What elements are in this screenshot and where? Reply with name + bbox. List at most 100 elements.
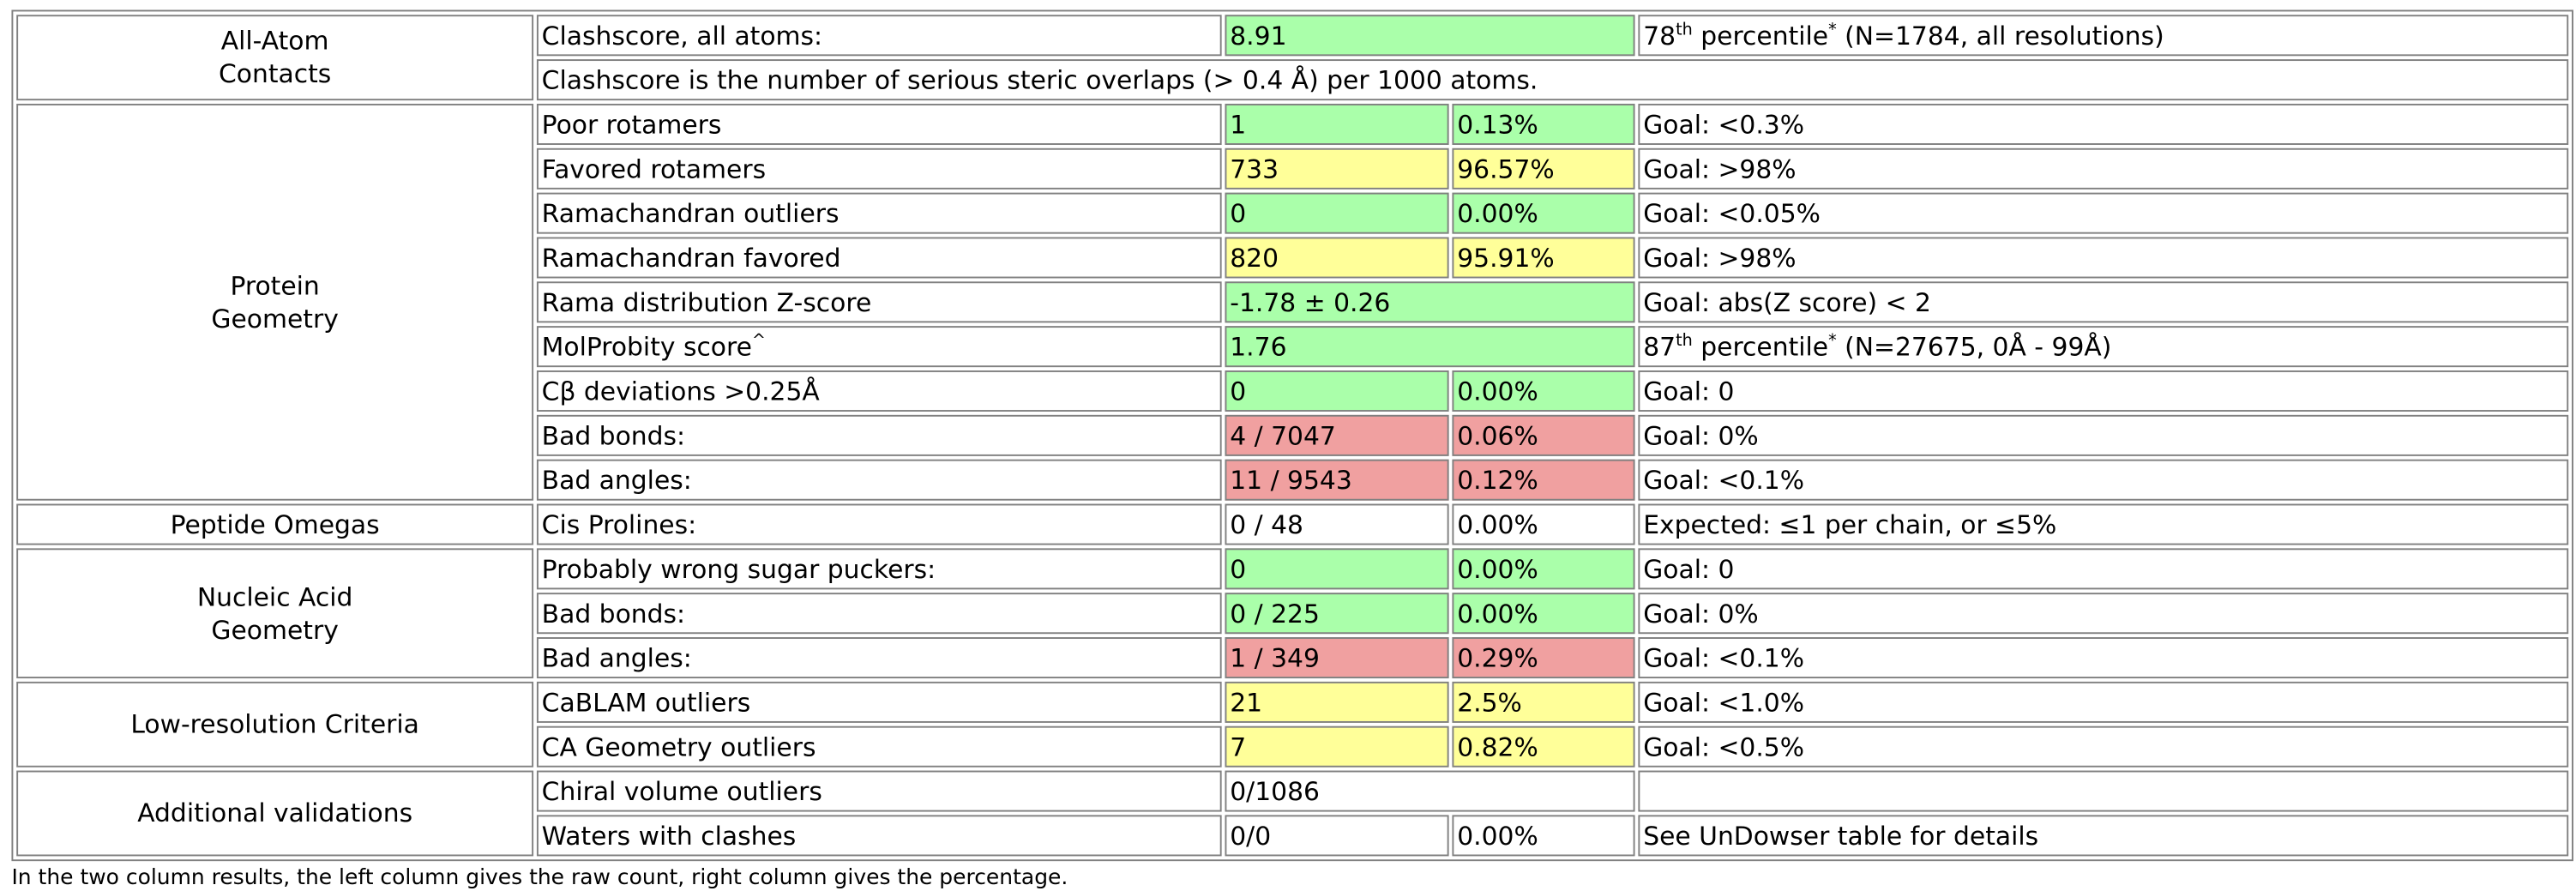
percent-cell: 2.5% [1452, 681, 1635, 723]
row-label: Ramachandran outliers [536, 192, 1222, 234]
goal-cell [1638, 770, 2569, 812]
footnote-star: * [1828, 331, 1837, 350]
row-label: MolProbity score^ [536, 326, 1222, 368]
count-cell: 733 [1225, 147, 1449, 190]
goal-cell: Goal: 0% [1638, 593, 2569, 635]
table-row: Bad bonds: 0 / 225 0.00% Goal: 0% [16, 593, 2569, 635]
count-cell: 1 / 349 [1225, 637, 1449, 679]
row-label: Bad bonds: [536, 414, 1222, 456]
table-row: MolProbity score^ 1.76 87th percentile* … [16, 326, 2569, 368]
table-row: Ramachandran favored 820 95.91% Goal: >9… [16, 237, 2569, 279]
clashscore-note: Clashscore is the number of serious ster… [536, 59, 2569, 101]
molprobity-value: 1.76 [1225, 326, 1635, 368]
count-cell: 820 [1225, 237, 1449, 279]
row-label: Ramachandran favored [536, 237, 1222, 279]
count-cell: 11 / 9543 [1225, 459, 1449, 501]
percent-cell: 0.13% [1452, 103, 1635, 145]
category-additional-validations: Additional validations [16, 770, 534, 857]
table-row: Clashscore is the number of serious ster… [16, 59, 2569, 101]
percentile-detail: (N=27675, 0Å - 99Å) [1836, 331, 2112, 362]
table-row: All-Atom Contacts Clashscore, all atoms:… [16, 15, 2569, 101]
chiral-value: 0/1086 [1225, 770, 1635, 812]
percent-cell: 0.00% [1452, 192, 1635, 234]
category-line: Nucleic Acid [196, 581, 353, 612]
row-label: Chiral volume outliers [536, 770, 1222, 812]
molprobity-label: MolProbity score [541, 331, 752, 362]
count-cell: 4 / 7047 [1225, 414, 1449, 456]
table-row: Cβ deviations >0.25Å 0 0.00% Goal: 0 [16, 370, 2569, 412]
count-cell: 0 / 48 [1225, 503, 1449, 545]
goal-cell: Goal: 0 [1638, 370, 2569, 412]
category-nucleic-acid-geometry: Nucleic Acid Geometry [16, 548, 534, 679]
percentile-detail: (N=1784, all resolutions) [1836, 21, 2164, 51]
count-cell: 0/0 [1225, 815, 1449, 857]
row-label: Bad angles: [536, 637, 1222, 679]
count-cell: 0 [1225, 192, 1449, 234]
percentile-number: 78 [1643, 21, 1676, 51]
count-cell: 21 [1225, 681, 1449, 723]
category-line: All-Atom [220, 26, 329, 57]
percent-cell: 0.00% [1452, 503, 1635, 545]
table-row: CA Geometry outliers 7 0.82% Goal: <0.5% [16, 725, 2569, 768]
goal-cell: See UnDowser table for details [1638, 815, 2569, 857]
percent-cell: 0.82% [1452, 725, 1635, 768]
percent-cell: 0.00% [1452, 370, 1635, 412]
table-row: Bad angles: 1 / 349 0.29% Goal: <0.1% [16, 637, 2569, 679]
footnote-caret: ^ [751, 331, 767, 350]
molprobity-percentile: 87th percentile* (N=27675, 0Å - 99Å) [1638, 326, 2569, 368]
percent-cell: 0.12% [1452, 459, 1635, 501]
goal-cell: Goal: >98% [1638, 237, 2569, 279]
table-row: Waters with clashes 0/0 0.00% See UnDows… [16, 815, 2569, 857]
goal-cell: Goal: <1.0% [1638, 681, 2569, 723]
table-row: Bad bonds: 4 / 7047 0.06% Goal: 0% [16, 414, 2569, 456]
goal-cell: Expected: ≤1 per chain, or ≤5% [1638, 503, 2569, 545]
goal-cell: Goal: 0 [1638, 548, 2569, 590]
category-line: Geometry [211, 615, 339, 645]
table-row: Rama distribution Z-score -1.78 ± 0.26 G… [16, 281, 2569, 323]
row-label: CaBLAM outliers [536, 681, 1222, 723]
ordinal-suffix: th [1676, 331, 1693, 350]
category-low-resolution-criteria: Low-resolution Criteria [16, 681, 534, 768]
row-label: Bad angles: [536, 459, 1222, 501]
percent-cell: 0.29% [1452, 637, 1635, 679]
zscore-value: -1.78 ± 0.26 [1225, 281, 1635, 323]
goal-cell: Goal: <0.1% [1638, 637, 2569, 679]
goal-cell: Goal: 0% [1638, 414, 2569, 456]
category-line: Contacts [218, 59, 332, 89]
percent-cell: 0.00% [1452, 548, 1635, 590]
goal-cell: Goal: <0.3% [1638, 103, 2569, 145]
count-cell: 7 [1225, 725, 1449, 768]
row-label: Probably wrong sugar puckers: [536, 548, 1222, 590]
goal-cell: Goal: <0.1% [1638, 459, 2569, 501]
goal-cell: Goal: >98% [1638, 147, 2569, 190]
table-footnote: In the two column results, the left colu… [11, 865, 1068, 891]
percent-cell: 96.57% [1452, 147, 1635, 190]
table-row: Peptide Omegas Cis Prolines: 0 / 48 0.00… [16, 503, 2569, 545]
percentile-word: percentile [1692, 331, 1829, 362]
row-label: Favored rotamers [536, 147, 1222, 190]
category-line: Geometry [211, 304, 339, 334]
table-row: Protein Geometry Poor rotamers 1 0.13% G… [16, 103, 2569, 501]
table-row: Low-resolution Criteria CaBLAM outliers … [16, 681, 2569, 768]
count-cell: 0 [1225, 370, 1449, 412]
count-cell: 0 [1225, 548, 1449, 590]
percent-cell: 0.00% [1452, 815, 1635, 857]
row-label: Poor rotamers [536, 103, 1222, 145]
ordinal-suffix: th [1676, 21, 1693, 39]
goal-cell: Goal: <0.5% [1638, 725, 2569, 768]
row-label: Cβ deviations >0.25Å [536, 370, 1222, 412]
table-row: Bad angles: 11 / 9543 0.12% Goal: <0.1% [16, 459, 2569, 501]
table-row: Ramachandran outliers 0 0.00% Goal: <0.0… [16, 192, 2569, 234]
clashscore-percentile: 78th percentile* (N=1784, all resolution… [1638, 15, 2569, 57]
row-label: Clashscore, all atoms: [536, 15, 1222, 57]
row-label: Rama distribution Z-score [536, 281, 1222, 323]
clashscore-value: 8.91 [1225, 15, 1635, 57]
goal-cell: Goal: <0.05% [1638, 192, 2569, 234]
row-label: Bad bonds: [536, 593, 1222, 635]
row-label: Waters with clashes [536, 815, 1222, 857]
goal-cell: Goal: abs(Z score) < 2 [1638, 281, 2569, 323]
table-row: Additional validations Chiral volume out… [16, 770, 2569, 857]
footnote-star: * [1828, 21, 1837, 39]
percent-cell: 95.91% [1452, 237, 1635, 279]
